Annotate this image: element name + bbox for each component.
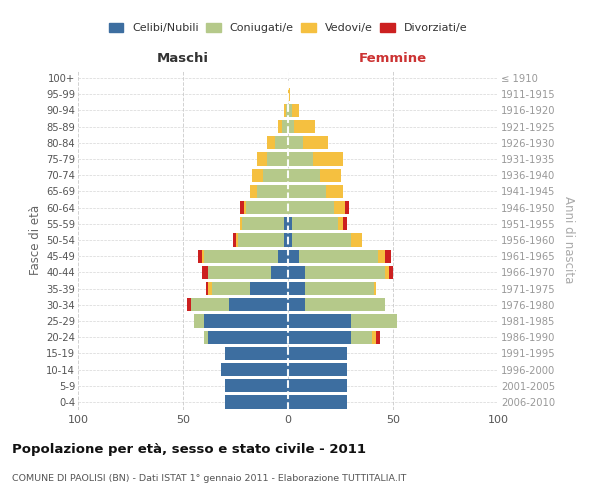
Bar bbox=[240, 217, 242, 230]
Bar bbox=[389, 266, 393, 279]
Bar bbox=[385, 266, 389, 279]
Bar bbox=[288, 314, 351, 328]
Bar bbox=[202, 250, 204, 263]
Bar bbox=[351, 314, 397, 328]
Bar bbox=[250, 185, 257, 198]
Bar bbox=[288, 282, 305, 295]
Bar bbox=[288, 136, 303, 149]
Bar bbox=[242, 217, 284, 230]
Bar bbox=[288, 88, 290, 101]
Bar bbox=[208, 282, 212, 295]
Bar bbox=[292, 104, 299, 117]
Bar bbox=[338, 217, 343, 230]
Bar bbox=[208, 330, 288, 344]
Bar bbox=[282, 120, 288, 134]
Bar bbox=[376, 330, 380, 344]
Bar bbox=[284, 217, 288, 230]
Bar bbox=[292, 234, 351, 246]
Bar bbox=[313, 152, 343, 166]
Bar bbox=[221, 363, 288, 376]
Bar bbox=[271, 266, 288, 279]
Bar bbox=[204, 250, 277, 263]
Bar bbox=[305, 266, 385, 279]
Bar bbox=[385, 250, 391, 263]
Bar bbox=[372, 330, 376, 344]
Bar bbox=[288, 104, 292, 117]
Bar bbox=[299, 250, 379, 263]
Bar bbox=[288, 168, 320, 182]
Bar bbox=[198, 250, 202, 263]
Y-axis label: Anni di nascita: Anni di nascita bbox=[562, 196, 575, 284]
Bar bbox=[288, 363, 347, 376]
Bar bbox=[288, 217, 292, 230]
Bar bbox=[257, 152, 267, 166]
Bar bbox=[250, 282, 288, 295]
Bar bbox=[225, 396, 288, 408]
Bar bbox=[267, 136, 275, 149]
Bar bbox=[267, 152, 288, 166]
Bar bbox=[286, 104, 288, 117]
Bar bbox=[225, 346, 288, 360]
Bar bbox=[288, 266, 305, 279]
Legend: Celibi/Nubili, Coniugati/e, Vedovi/e, Divorziati/e: Celibi/Nubili, Coniugati/e, Vedovi/e, Di… bbox=[109, 23, 467, 34]
Bar bbox=[246, 201, 288, 214]
Bar bbox=[288, 298, 305, 312]
Bar bbox=[288, 201, 334, 214]
Bar bbox=[288, 396, 347, 408]
Bar bbox=[206, 282, 208, 295]
Bar bbox=[288, 185, 326, 198]
Bar bbox=[204, 330, 208, 344]
Bar bbox=[284, 234, 288, 246]
Text: Femmine: Femmine bbox=[359, 52, 427, 65]
Bar bbox=[244, 201, 246, 214]
Bar bbox=[202, 266, 208, 279]
Bar bbox=[288, 330, 351, 344]
Bar bbox=[305, 298, 385, 312]
Bar bbox=[351, 234, 361, 246]
Bar bbox=[320, 168, 341, 182]
Bar bbox=[277, 120, 282, 134]
Bar bbox=[253, 168, 263, 182]
Bar bbox=[187, 298, 191, 312]
Text: COMUNE DI PAOLISI (BN) - Dati ISTAT 1° gennaio 2011 - Elaborazione TUTTITALIA.IT: COMUNE DI PAOLISI (BN) - Dati ISTAT 1° g… bbox=[12, 474, 406, 483]
Bar bbox=[288, 234, 292, 246]
Bar bbox=[288, 346, 347, 360]
Bar bbox=[303, 136, 328, 149]
Bar bbox=[288, 379, 347, 392]
Bar bbox=[257, 185, 288, 198]
Bar bbox=[374, 282, 376, 295]
Bar bbox=[238, 234, 284, 246]
Bar bbox=[334, 201, 344, 214]
Bar bbox=[351, 330, 372, 344]
Bar bbox=[292, 217, 338, 230]
Bar bbox=[193, 314, 204, 328]
Bar bbox=[204, 314, 288, 328]
Bar bbox=[263, 168, 288, 182]
Bar bbox=[240, 201, 244, 214]
Bar bbox=[191, 298, 229, 312]
Bar bbox=[345, 201, 349, 214]
Bar bbox=[288, 152, 313, 166]
Bar bbox=[233, 234, 235, 246]
Bar bbox=[275, 136, 288, 149]
Bar bbox=[277, 250, 288, 263]
Bar bbox=[295, 120, 316, 134]
Bar bbox=[326, 185, 343, 198]
Bar bbox=[288, 250, 299, 263]
Bar bbox=[284, 104, 286, 117]
Bar bbox=[288, 120, 295, 134]
Bar bbox=[208, 266, 271, 279]
Bar bbox=[212, 282, 250, 295]
Bar bbox=[235, 234, 238, 246]
Bar bbox=[225, 379, 288, 392]
Bar bbox=[343, 217, 347, 230]
Y-axis label: Fasce di età: Fasce di età bbox=[29, 205, 42, 275]
Bar bbox=[305, 282, 374, 295]
Bar bbox=[379, 250, 385, 263]
Bar bbox=[229, 298, 288, 312]
Text: Popolazione per età, sesso e stato civile - 2011: Popolazione per età, sesso e stato civil… bbox=[12, 442, 366, 456]
Text: Maschi: Maschi bbox=[157, 52, 209, 65]
